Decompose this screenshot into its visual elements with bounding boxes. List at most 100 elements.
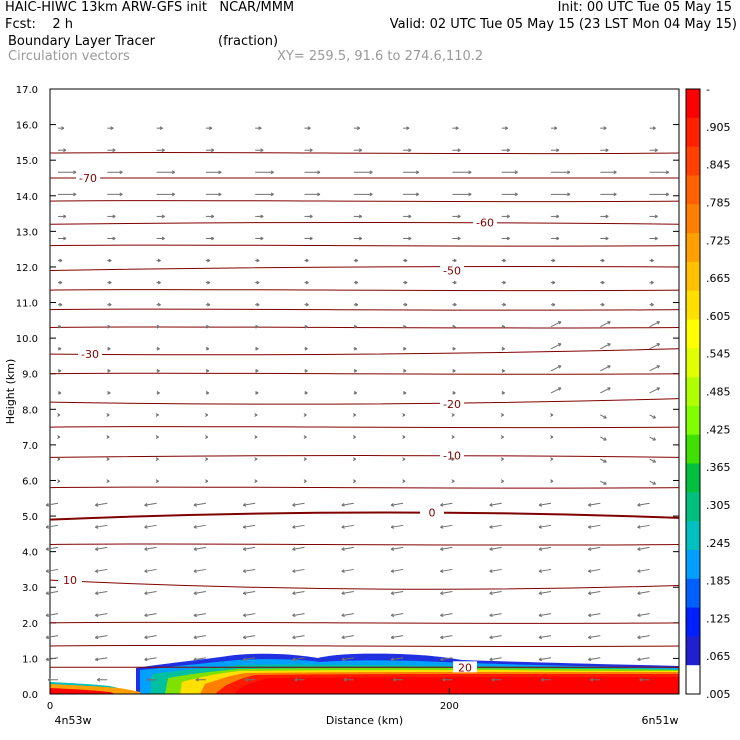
wind-vector-111: [391, 502, 404, 506]
wind-vector-30: [243, 635, 256, 639]
y-tick-label-6: 6.0: [22, 476, 38, 487]
contour-label-bg-6: [420, 506, 444, 518]
wind-vector-67: [144, 568, 157, 572]
wind-vector-60: [440, 591, 453, 594]
y-tick-label-0: 0.0: [22, 690, 38, 701]
wind-vector-head-83: [292, 547, 296, 551]
wind-vector-head-125: [451, 479, 455, 484]
circulation-vectors: [45, 126, 670, 682]
wind-vector-head-84: [341, 547, 345, 551]
wind-vector-head-169: [58, 391, 62, 395]
wind-vector-head-64: [637, 591, 641, 595]
wind-vector-head-240: [354, 280, 359, 285]
colorbar-label-13: .185: [706, 575, 731, 588]
tracer-band-10: [50, 688, 115, 694]
wind-vector-head-296: [567, 192, 571, 197]
header-forecast-hour: Fcst: 2 h: [5, 17, 74, 32]
wind-vector-head-246: [650, 280, 654, 285]
wind-vector-57: [292, 591, 305, 594]
wind-vector-168: [649, 414, 656, 419]
temperature-contour-7: [49, 426, 680, 429]
wind-vector-62: [538, 591, 552, 594]
wind-vector-head-43: [242, 613, 247, 618]
wind-vector-head-55: [193, 591, 197, 595]
wind-vector-head-284: [605, 214, 609, 219]
colorbar-swatch-17: [686, 578, 700, 609]
wind-vector-head-308: [514, 170, 518, 175]
wind-vector-head-232: [601, 302, 605, 307]
wind-vector-38: [637, 635, 650, 639]
colorbar-label-0: -: [706, 83, 710, 96]
wind-vector-head-187: [304, 368, 308, 373]
wind-vector-head-113: [489, 503, 493, 507]
wind-vector-81: [193, 546, 206, 550]
wind-vector-head-41: [144, 613, 148, 618]
wind-vector-head-297: [613, 192, 617, 197]
wind-vector-head-201: [353, 346, 358, 351]
wind-vector-head-293: [415, 192, 420, 197]
wind-vector-head-34: [440, 635, 444, 640]
wind-vector-head-12: [639, 677, 643, 682]
wind-vector-head-111: [390, 503, 395, 507]
temperature-contour-8: [49, 486, 680, 489]
cross-section-coordinates: XY= 259.5, 91.6 to 274.6,110.2: [277, 49, 484, 64]
wind-vector-88: [538, 546, 552, 550]
y-tick-label-4: 4.0: [22, 548, 38, 559]
wind-vector-head-47: [440, 613, 444, 618]
wind-vector-head-263: [211, 236, 215, 241]
wind-vector-53: [95, 591, 108, 594]
labeled-contours: -70 -60 -50 -30 -20 -10 0 10 20: [49, 171, 680, 674]
wind-vector-head-272: [654, 236, 658, 241]
wind-vector-head-172: [206, 391, 210, 395]
wind-vector-head-53: [94, 591, 99, 595]
wind-vector-85: [391, 546, 404, 550]
wind-vector-43: [243, 613, 256, 617]
wind-vector-head-104: [45, 503, 49, 507]
wind-vector-head-161: [303, 413, 307, 417]
contour-line-3: [49, 348, 680, 356]
wind-vector-head-3: [195, 677, 199, 682]
wind-vector-head-57: [292, 591, 296, 595]
wind-vector-35: [489, 635, 502, 639]
wind-vector-head-160: [254, 413, 258, 417]
wind-vector-head-298: [665, 192, 670, 197]
wind-vector-head-179: [557, 387, 562, 391]
wind-vector-head-164: [451, 413, 455, 417]
y-axis-title: Height (km): [4, 359, 17, 425]
y-tick-label-7: 7.0: [22, 441, 38, 452]
wind-vector-head-17: [242, 657, 247, 662]
wind-vector-head-10: [540, 677, 544, 682]
y-tick-label-5: 5.0: [22, 512, 38, 523]
wind-vector-head-210: [156, 324, 160, 329]
wind-vector-head-143: [57, 435, 61, 439]
wind-vector-head-243: [502, 280, 506, 285]
temperature-contour-3: [49, 289, 680, 292]
wind-vector-180: [600, 387, 611, 394]
wind-vector-head-4: [244, 677, 249, 682]
wind-vector-83: [292, 546, 305, 550]
temperature-contour-9: [49, 543, 680, 546]
y-tick-label-3: 3.0: [22, 583, 38, 594]
colorbar-swatch-6: [686, 261, 700, 292]
wind-vector-head-233: [650, 302, 654, 307]
wind-vector-66: [95, 568, 108, 572]
wind-vector-head-239: [305, 280, 309, 285]
wind-vector-head-150: [402, 435, 406, 439]
wind-vector-head-152: [500, 435, 504, 439]
wind-vector-head-312: [63, 148, 67, 153]
wind-vector-head-182: [58, 368, 62, 373]
wind-vector-head-72: [390, 569, 395, 573]
wind-vector-32: [341, 635, 354, 639]
contour-label-bg-8: [453, 661, 477, 673]
wind-vector-73: [440, 568, 453, 572]
wind-vector-84: [341, 546, 354, 550]
wind-vector-head-175: [353, 391, 358, 395]
wind-vector-68: [193, 568, 206, 572]
wind-vector-141: [600, 458, 607, 463]
wind-vector-31: [292, 635, 305, 639]
contour-label-bg-1: [473, 216, 497, 228]
header-init-time: Init: 00 UTC Tue 05 May 15: [557, 0, 732, 15]
contour-line-7: [49, 579, 680, 590]
wind-vector-head-141: [603, 459, 607, 463]
wind-vector-head-291: [317, 192, 321, 197]
